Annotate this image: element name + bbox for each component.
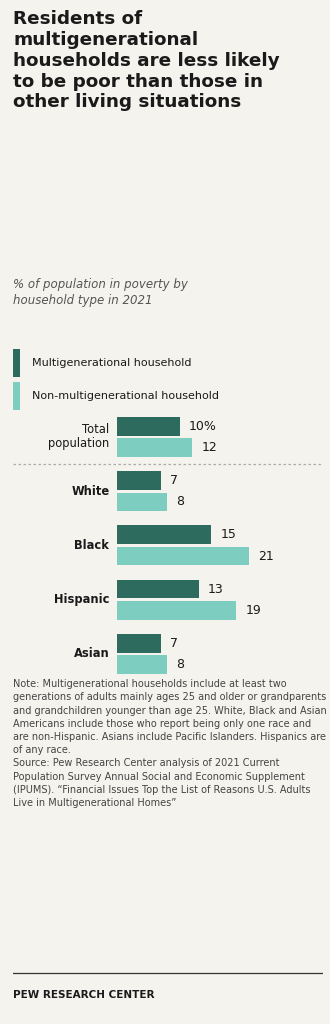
Text: 7: 7 bbox=[170, 474, 178, 487]
Bar bbox=[117, 525, 211, 544]
Text: % of population in poverty by
household type in 2021: % of population in poverty by household … bbox=[13, 278, 188, 307]
Text: 12: 12 bbox=[202, 441, 217, 454]
Text: 21: 21 bbox=[258, 550, 274, 562]
Text: 8: 8 bbox=[177, 658, 184, 671]
Text: Non-multigenerational household: Non-multigenerational household bbox=[32, 391, 219, 401]
Text: Asian: Asian bbox=[74, 647, 109, 660]
Text: Black: Black bbox=[75, 539, 109, 552]
Text: Residents of
multigenerational
households are less likely
to be poor than those : Residents of multigenerational household… bbox=[13, 10, 280, 112]
Bar bbox=[117, 580, 199, 598]
Bar bbox=[117, 634, 161, 652]
Bar bbox=[117, 417, 180, 435]
Text: Note: Multigenerational households include at least two generations of adults ma: Note: Multigenerational households inclu… bbox=[13, 679, 327, 808]
Text: 8: 8 bbox=[177, 496, 184, 508]
Text: 10%: 10% bbox=[189, 420, 217, 433]
Bar bbox=[13, 349, 20, 377]
Bar bbox=[117, 438, 192, 457]
Text: 19: 19 bbox=[246, 604, 261, 616]
Text: Multigenerational household: Multigenerational household bbox=[32, 357, 192, 368]
Text: Total
population: Total population bbox=[48, 424, 109, 451]
Text: 13: 13 bbox=[208, 583, 224, 596]
Bar bbox=[117, 655, 167, 674]
Text: White: White bbox=[71, 484, 109, 498]
Bar bbox=[117, 547, 249, 565]
Bar bbox=[117, 601, 236, 620]
Text: Hispanic: Hispanic bbox=[54, 593, 109, 606]
Text: 15: 15 bbox=[220, 528, 236, 542]
Bar bbox=[117, 493, 167, 511]
Text: PEW RESEARCH CENTER: PEW RESEARCH CENTER bbox=[13, 989, 155, 999]
Text: 7: 7 bbox=[170, 637, 178, 650]
Bar bbox=[13, 382, 20, 411]
Bar bbox=[117, 471, 161, 489]
